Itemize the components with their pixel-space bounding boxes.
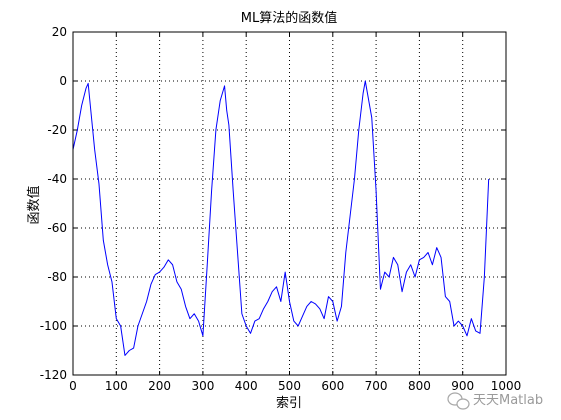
x-tick-labels: 0 100 200 300 400 500 600 700 800 900 1000 <box>69 379 521 393</box>
y-tick-label: -120 <box>40 368 67 382</box>
y-tick-label: -20 <box>47 123 67 137</box>
x-axis-label: 索引 <box>276 396 302 411</box>
y-tick-label: -80 <box>47 270 67 284</box>
x-tick-label: 100 <box>105 379 128 393</box>
y-tick-labels: 20 0 -20 -40 -60 -80 -100 -120 <box>40 25 67 382</box>
x-tick-label: 700 <box>365 379 388 393</box>
y-tick-label: -100 <box>40 319 67 333</box>
watermark-text: 天天Matlab <box>473 393 543 408</box>
y-tick-label: 0 <box>59 74 67 88</box>
watermark: 天天Matlab <box>447 392 543 410</box>
chat-bubble-icon <box>447 392 470 410</box>
plot-area <box>73 32 506 375</box>
series-line <box>72 80 490 356</box>
x-tick-label: 500 <box>278 379 301 393</box>
x-tick-label: 900 <box>451 379 474 393</box>
x-tick-label: 300 <box>191 379 214 393</box>
x-tick-label: 600 <box>321 379 344 393</box>
x-tick-label: 800 <box>408 379 431 393</box>
y-tick-label: -40 <box>47 172 67 186</box>
y-tick-label: 20 <box>52 25 67 39</box>
grid <box>73 32 506 375</box>
x-tick-label: 400 <box>235 379 258 393</box>
chart-title: ML算法的函数值 <box>241 10 337 26</box>
data-series <box>72 80 490 356</box>
y-axis-label: 函数值 <box>26 185 42 224</box>
y-tick-label: -60 <box>47 221 67 235</box>
x-tick-label: 1000 <box>491 379 522 393</box>
x-tick-label: 0 <box>69 379 77 393</box>
x-tick-label: 200 <box>148 379 171 393</box>
axis-ticks <box>72 31 507 376</box>
